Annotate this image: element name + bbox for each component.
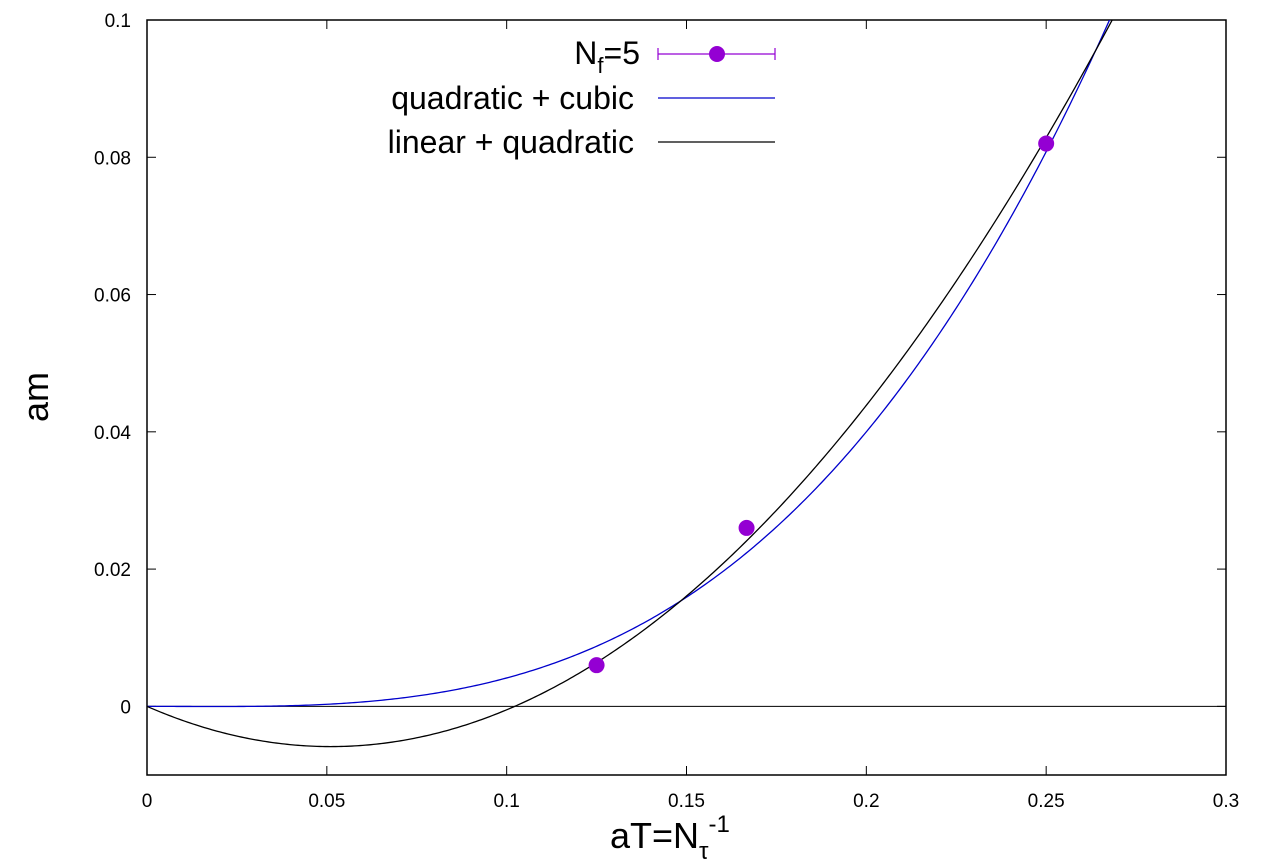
ticks: 0 0.05 0.1 0.15 0.2 0.25 0.3 0 0.02 0.04 0.06 0.08 0… [94, 11, 1239, 812]
legend-label-quadratic-cubic: quadratic + cubic [391, 80, 634, 116]
y-tick-label: 0 [120, 697, 131, 718]
x-axis-label-sup: -1 [709, 811, 730, 838]
fit-curve-2 [147, 20, 1113, 748]
x-tick-label: 0.2 [853, 791, 879, 812]
y-tick-label: 0.1 [105, 11, 131, 32]
plot-frame [146, 19, 1227, 776]
legend-entry-linear-quadratic: linear + quadratic [388, 124, 775, 160]
legend-entry-nf5: Nf=5 [574, 35, 776, 78]
y-tick-label: 0.06 [94, 286, 131, 307]
x-axis-label-sub: τ [699, 838, 709, 863]
x-tick-label: 0.25 [1028, 791, 1065, 812]
data-point [588, 657, 605, 674]
y-axis-label: am [15, 372, 56, 422]
x-tick-label: 0 [142, 791, 153, 812]
x-axis-label-main: aT=N [610, 815, 699, 856]
legend-entry-quadratic-cubic: quadratic + cubic [391, 80, 775, 116]
fit-curves [147, 20, 1113, 748]
x-tick-label: 0.1 [493, 791, 519, 812]
x-tick-label: 0.05 [308, 791, 345, 812]
legend-label-nf5: Nf=5 [574, 35, 640, 78]
x-axis-label: aT=Nτ-1 [610, 811, 730, 863]
data-point [1038, 135, 1055, 152]
data-points [588, 135, 1055, 674]
data-point [738, 519, 755, 536]
fit-curve-1 [147, 20, 1111, 708]
y-tick-label: 0.02 [94, 560, 131, 581]
y-tick-label: 0.04 [94, 423, 131, 444]
x-tick-label: 0.15 [668, 791, 705, 812]
legend-swatch-nf5-marker [709, 46, 725, 62]
x-tick-label: 0.3 [1213, 791, 1239, 812]
legend: Nf=5 quadratic + cubic linear + quadrati… [388, 35, 776, 160]
legend-label-linear-quadratic: linear + quadratic [388, 124, 634, 160]
y-tick-label: 0.08 [94, 148, 131, 169]
